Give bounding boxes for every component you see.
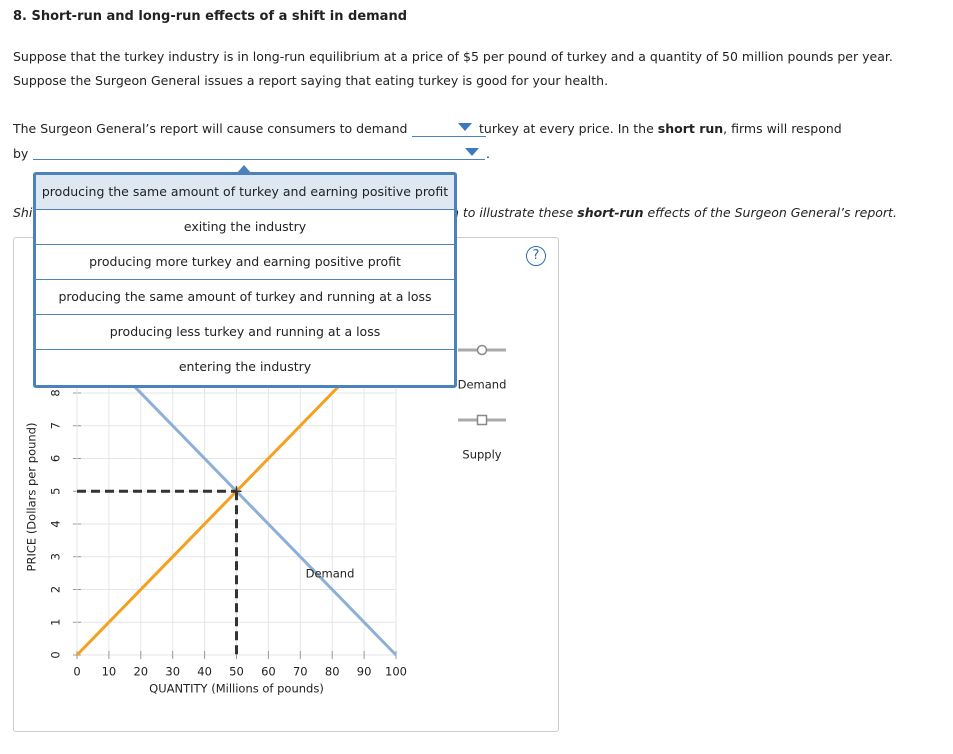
help-icon[interactable]: ? — [526, 246, 546, 266]
y-tick-label: 5 — [49, 488, 63, 495]
question-text: The Surgeon General’s report will cause … — [13, 121, 408, 136]
dropdown-option[interactable]: producing less turkey and running at a l… — [36, 315, 454, 350]
x-tick-label: 70 — [293, 665, 308, 679]
dropdown-arrow[interactable] — [458, 123, 472, 132]
x-tick-label: 0 — [73, 665, 80, 679]
x-tick-label: 50 — [229, 665, 244, 679]
intro-line: Suppose that the turkey industry is in l… — [13, 49, 893, 64]
x-tick-label: 10 — [102, 665, 117, 679]
text: , firms will respond — [723, 121, 842, 136]
demand-dropdown[interactable] — [412, 136, 486, 137]
x-tick-label: 20 — [133, 665, 148, 679]
text: effects of the Surgeon General’s report. — [647, 205, 897, 220]
instruction-text: Shi — [13, 205, 33, 220]
question-text: . — [486, 146, 490, 161]
x-tick-label: 90 — [357, 665, 372, 679]
legend-marker — [476, 344, 488, 356]
bold-text: short-run — [577, 205, 644, 220]
x-tick-label: 40 — [197, 665, 212, 679]
y-tick-label: 6 — [49, 455, 63, 462]
text: turkey at every price. In the — [479, 121, 654, 136]
y-tick-label: 3 — [49, 553, 63, 560]
y-tick-label: 0 — [49, 651, 63, 658]
bold-text: short run — [657, 121, 724, 136]
y-axis-label: PRICE (Dollars per pound) — [25, 423, 39, 572]
legend-label: Demand — [458, 378, 507, 392]
x-tick-label: 100 — [385, 665, 407, 679]
x-tick-label: 30 — [165, 665, 180, 679]
dropdown-option[interactable]: producing the same amount of turkey and … — [36, 175, 454, 210]
dropdown-option[interactable]: producing the same amount of turkey and … — [36, 280, 454, 315]
dropdown-option[interactable]: producing more turkey and earning positi… — [36, 245, 454, 280]
text: n to illustrate these — [451, 205, 574, 220]
response-dropdown[interactable] — [33, 159, 485, 160]
dropdown-option[interactable]: exiting the industry — [36, 210, 454, 245]
y-tick-label: 7 — [49, 422, 63, 429]
y-tick-label: 8 — [49, 389, 63, 396]
dropdown-option[interactable]: entering the industry — [178, 359, 312, 374]
dropdown-arrow[interactable] — [465, 148, 479, 157]
title: 8. Short-run and long-run effects of a s… — [13, 9, 408, 24]
legend-label: Supply — [462, 448, 501, 462]
y-tick-label: 2 — [49, 586, 63, 593]
dropdown-menu: producing the same amount of turkey and … — [33, 172, 457, 388]
legend-marker — [476, 414, 488, 426]
dropdown-notch — [236, 165, 252, 174]
instruction-text: n to illustrate these short-run effects … — [451, 205, 897, 220]
y-tick-label: 1 — [49, 619, 63, 626]
equilibrium-point — [231, 486, 242, 497]
x-axis-label: QUANTITY (Millions of pounds) — [149, 682, 324, 696]
question-text: turkey at every price. In the short run,… — [479, 121, 842, 136]
y-tick-label: 4 — [49, 520, 63, 527]
x-tick-label: 80 — [325, 665, 340, 679]
x-tick-label: 60 — [261, 665, 276, 679]
curve-label: Demand — [306, 567, 355, 581]
intro-line: Suppose the Surgeon General issues a rep… — [13, 73, 609, 88]
question-text: by — [13, 146, 29, 161]
